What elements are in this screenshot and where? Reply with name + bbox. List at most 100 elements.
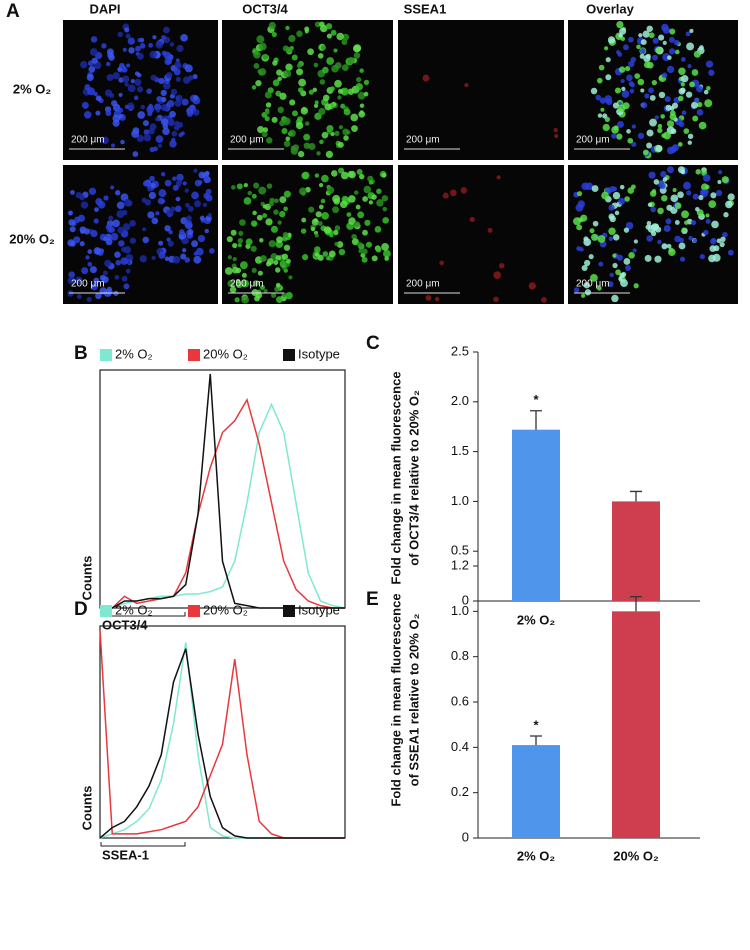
nucleus [643,149,649,156]
column-header: OCT3/4 [242,1,288,16]
x-axis-label: SSEA-1 [102,847,149,862]
y-tick-label: 0 [462,829,469,844]
nucleus [663,224,671,232]
nucleus [285,291,293,300]
nucleus [346,212,352,218]
nucleus [678,67,686,76]
nucleus [674,220,680,225]
nucleus [188,75,194,81]
bar [512,745,560,838]
nucleus [112,219,120,228]
nucleus [655,144,663,152]
nucleus [279,196,287,204]
nucleus [251,193,257,199]
nucleus [665,104,672,111]
nucleus [719,241,725,248]
nucleus [193,168,198,173]
nucleus [160,199,166,204]
nucleus [359,68,364,73]
nucleus [650,206,656,213]
nucleus [687,140,692,145]
nucleus [297,150,305,158]
nucleus [272,60,278,66]
plot-frame [99,625,346,839]
nucleus [362,196,369,202]
nucleus [350,113,359,122]
nucleus [127,84,136,93]
nucleus [117,67,123,72]
nucleus [608,236,614,241]
nucleus [716,238,722,244]
histogram-curve [99,648,345,839]
nucleus [182,248,187,253]
nucleus [253,50,261,59]
nucleus [87,261,93,267]
nucleus [597,77,603,84]
nucleus [95,292,102,300]
micrograph [398,165,564,304]
nucleus [662,177,668,182]
plot-frame [99,369,346,609]
nucleus [439,260,444,266]
nucleus [176,179,182,186]
nucleus [257,270,263,276]
nucleus [234,297,240,303]
nucleus [693,50,701,58]
scale-bar-label: 200 μm [406,279,440,290]
nucleus [264,91,272,99]
nucleus [302,254,309,261]
nucleus [143,129,150,135]
nucleus [584,259,591,267]
nucleus [689,28,694,33]
error-bar [530,735,542,746]
nucleus [376,199,384,207]
nucleus [160,89,167,96]
nucleus [169,140,177,148]
error-bar [530,410,542,430]
nucleus [630,56,637,63]
nucleus [179,229,185,235]
nucleus [648,32,655,39]
nucleus [353,221,361,228]
legend-swatch [283,605,295,617]
nucleus [333,48,338,53]
nucleus [265,110,270,115]
nucleus [712,253,721,262]
nucleus [251,267,257,273]
nucleus [104,89,113,97]
nucleus [605,98,613,106]
nucleus [623,227,630,233]
nucleus [277,76,282,82]
nucleus [663,131,671,140]
nucleus [598,261,604,267]
nucleus [91,57,98,64]
y-axis-label: Counts [79,556,94,601]
nucleus [193,200,202,208]
nucleus [661,243,668,250]
nucleus [351,125,358,132]
nucleus [321,131,329,139]
nucleus [148,105,154,111]
nucleus [184,64,193,73]
nucleus [608,213,615,220]
nucleus [125,33,131,39]
nucleus [725,200,733,209]
nucleus [348,195,356,203]
nucleus [80,229,85,234]
nucleus [130,78,135,84]
nucleus [268,240,276,248]
nucleus [651,79,658,86]
nucleus [314,173,320,178]
nucleus [160,96,167,103]
nucleus [308,89,314,95]
nucleus [487,227,493,233]
nucleus [616,254,623,261]
nucleus [326,186,335,194]
nucleus [381,172,387,178]
nucleus [322,94,330,102]
nucleus [640,39,647,46]
nucleus [81,101,89,109]
nucleus [631,141,637,147]
nucleus [326,57,335,65]
nucleus [158,143,163,148]
